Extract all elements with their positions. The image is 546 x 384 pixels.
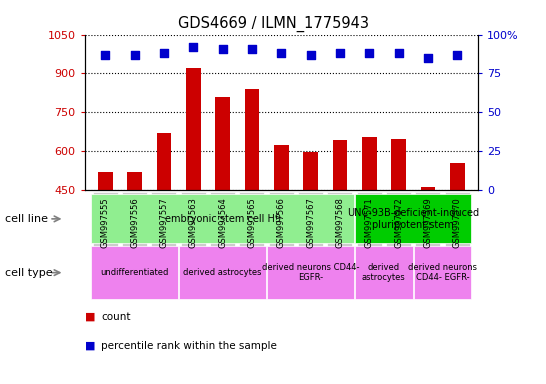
Text: cell line: cell line [5, 214, 49, 224]
Point [247, 45, 256, 51]
Bar [362, 137, 377, 307]
Text: GSM997565: GSM997565 [247, 197, 257, 248]
Point [277, 50, 286, 56]
Text: GSM997556: GSM997556 [130, 197, 139, 248]
Text: count: count [101, 312, 130, 322]
Bar [303, 152, 318, 307]
Text: GSM997557: GSM997557 [159, 197, 168, 248]
Point [101, 52, 110, 58]
Text: ■: ■ [85, 341, 95, 351]
Bar [245, 89, 259, 307]
Text: GSM997572: GSM997572 [394, 197, 403, 248]
Text: GSM997555: GSM997555 [100, 197, 110, 248]
Text: GSM997569: GSM997569 [423, 197, 432, 248]
Text: GSM997564: GSM997564 [218, 197, 227, 248]
Text: GSM997563: GSM997563 [189, 197, 198, 248]
Bar [391, 139, 406, 307]
Bar [333, 139, 347, 307]
Point [189, 44, 198, 50]
Point [335, 50, 344, 56]
Point [130, 52, 139, 58]
Bar [98, 172, 112, 307]
Text: percentile rank within the sample: percentile rank within the sample [101, 341, 277, 351]
Text: GDS4669 / ILMN_1775943: GDS4669 / ILMN_1775943 [177, 15, 369, 31]
Text: GSM997566: GSM997566 [277, 197, 286, 248]
Bar [274, 145, 288, 307]
Point [365, 50, 373, 56]
Text: GSM997568: GSM997568 [335, 197, 345, 248]
Bar [420, 187, 435, 307]
Text: undifferentiated: undifferentiated [100, 268, 169, 277]
Text: derived neurons
CD44- EGFR-: derived neurons CD44- EGFR- [408, 263, 477, 282]
Bar [186, 68, 200, 307]
Bar [157, 132, 171, 307]
Bar [450, 163, 465, 307]
Point [218, 45, 227, 51]
Text: cell type: cell type [5, 268, 53, 278]
Point [453, 52, 461, 58]
Point [159, 50, 168, 56]
Text: derived neurons CD44-
EGFR-: derived neurons CD44- EGFR- [262, 263, 359, 282]
Point [424, 55, 432, 61]
Text: derived astrocytes: derived astrocytes [183, 268, 262, 277]
Text: GSM997570: GSM997570 [453, 197, 462, 248]
Bar [127, 172, 142, 307]
Text: UNC-93B-deficient-induced
pluripotent stem: UNC-93B-deficient-induced pluripotent st… [347, 208, 479, 230]
Point [306, 52, 315, 58]
Text: GSM997571: GSM997571 [365, 197, 373, 248]
Bar [215, 97, 230, 307]
Text: derived
astrocytes: derived astrocytes [362, 263, 406, 282]
Point [394, 50, 403, 56]
Text: ■: ■ [85, 312, 95, 322]
Text: GSM997567: GSM997567 [306, 197, 315, 248]
Text: embryonic stem cell H9: embryonic stem cell H9 [164, 214, 281, 224]
